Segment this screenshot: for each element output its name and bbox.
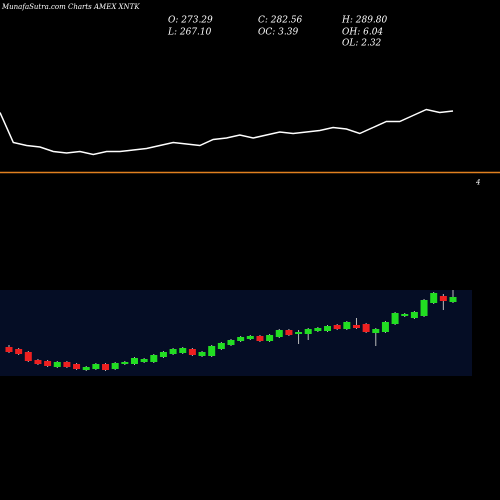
ohlc-stat: OH: 6.04 (342, 28, 383, 38)
candle-body (439, 296, 447, 301)
candle-body (44, 361, 52, 366)
candle-body (314, 328, 322, 331)
candle-body (352, 325, 360, 328)
ohlc-stat: O: 273.29 (168, 16, 213, 26)
candle-body (449, 297, 457, 302)
candle-body (285, 330, 293, 335)
candle-body (102, 364, 110, 370)
candle-body (140, 359, 148, 362)
candle-body (217, 343, 225, 349)
candle-body (53, 362, 61, 367)
candle-body (121, 362, 129, 364)
ohlc-stat: H: 289.80 (341, 16, 388, 26)
ohlc-stat: OL: 2.32 (342, 39, 382, 49)
candle-body (275, 330, 283, 337)
candle-body (5, 347, 13, 352)
candle-body (111, 363, 119, 369)
candle-body (130, 358, 138, 364)
candle-body (159, 352, 167, 357)
candle-body (333, 325, 341, 329)
candle-body (430, 293, 438, 303)
price-line (0, 108, 454, 156)
candle-body (324, 326, 332, 331)
candle-body (304, 329, 312, 334)
candle-body (362, 324, 370, 332)
candle-body (73, 364, 81, 369)
candle-body (256, 336, 264, 341)
candle-body (34, 360, 42, 364)
candle-body (198, 352, 206, 356)
candle-body (410, 312, 418, 318)
chart-title: MunafaSutra.com Charts AMEX XNTK (1, 3, 140, 11)
candle-body (343, 322, 351, 329)
candle-body (150, 355, 158, 362)
candle-body (179, 348, 187, 353)
candle-body (208, 346, 216, 356)
ohlc-stat: OC: 3.39 (258, 28, 298, 38)
candle-body (401, 314, 409, 316)
ohlc-stat: C: 282.56 (258, 16, 303, 26)
candle-body (295, 332, 303, 334)
candle-body (237, 337, 245, 341)
ohlc-stat: L: 267.10 (167, 28, 212, 38)
candle-body (24, 352, 32, 361)
candle-body (188, 349, 196, 355)
candle-body (63, 362, 71, 367)
candle-body (169, 349, 177, 354)
candle-body (381, 322, 389, 332)
candle-body (391, 313, 399, 324)
candle-body (246, 336, 254, 339)
candle-body (15, 349, 23, 354)
level-label: 4 (475, 179, 480, 187)
candle-body (266, 335, 274, 341)
candle-body (420, 300, 428, 316)
candle-body (82, 367, 90, 370)
candle-body (372, 329, 380, 333)
candle-body (227, 340, 235, 345)
candle-body (92, 364, 100, 369)
